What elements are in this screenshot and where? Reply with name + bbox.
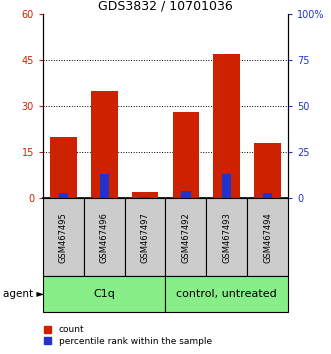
Bar [132, 192, 158, 198]
Text: agent ►: agent ► [3, 289, 45, 299]
Legend: count, percentile rank within the sample: count, percentile rank within the sample [44, 325, 212, 346]
Text: GSM467493: GSM467493 [222, 212, 231, 263]
Text: GSM467495: GSM467495 [59, 212, 68, 263]
Bar [166, 276, 288, 312]
Title: GDS3832 / 10701036: GDS3832 / 10701036 [98, 0, 233, 13]
Bar [247, 198, 288, 276]
Bar [91, 91, 118, 198]
Bar [140, 197, 150, 198]
Bar [43, 276, 166, 312]
Bar [50, 137, 77, 198]
Text: control, untreated: control, untreated [176, 289, 277, 299]
Bar [43, 198, 84, 276]
Text: GSM467497: GSM467497 [141, 212, 150, 263]
Text: GSM467496: GSM467496 [100, 212, 109, 263]
Bar [59, 193, 68, 198]
Bar [100, 174, 109, 198]
Text: C1q: C1q [93, 289, 115, 299]
Text: GSM467494: GSM467494 [263, 212, 272, 263]
Bar [173, 112, 199, 198]
Bar [181, 191, 191, 198]
Bar [125, 198, 166, 276]
Bar [222, 174, 231, 198]
Bar [84, 198, 125, 276]
Bar [206, 198, 247, 276]
Bar [263, 193, 272, 198]
Bar [166, 198, 206, 276]
Bar [254, 143, 281, 198]
Bar [213, 54, 240, 198]
Text: GSM467492: GSM467492 [181, 212, 190, 263]
